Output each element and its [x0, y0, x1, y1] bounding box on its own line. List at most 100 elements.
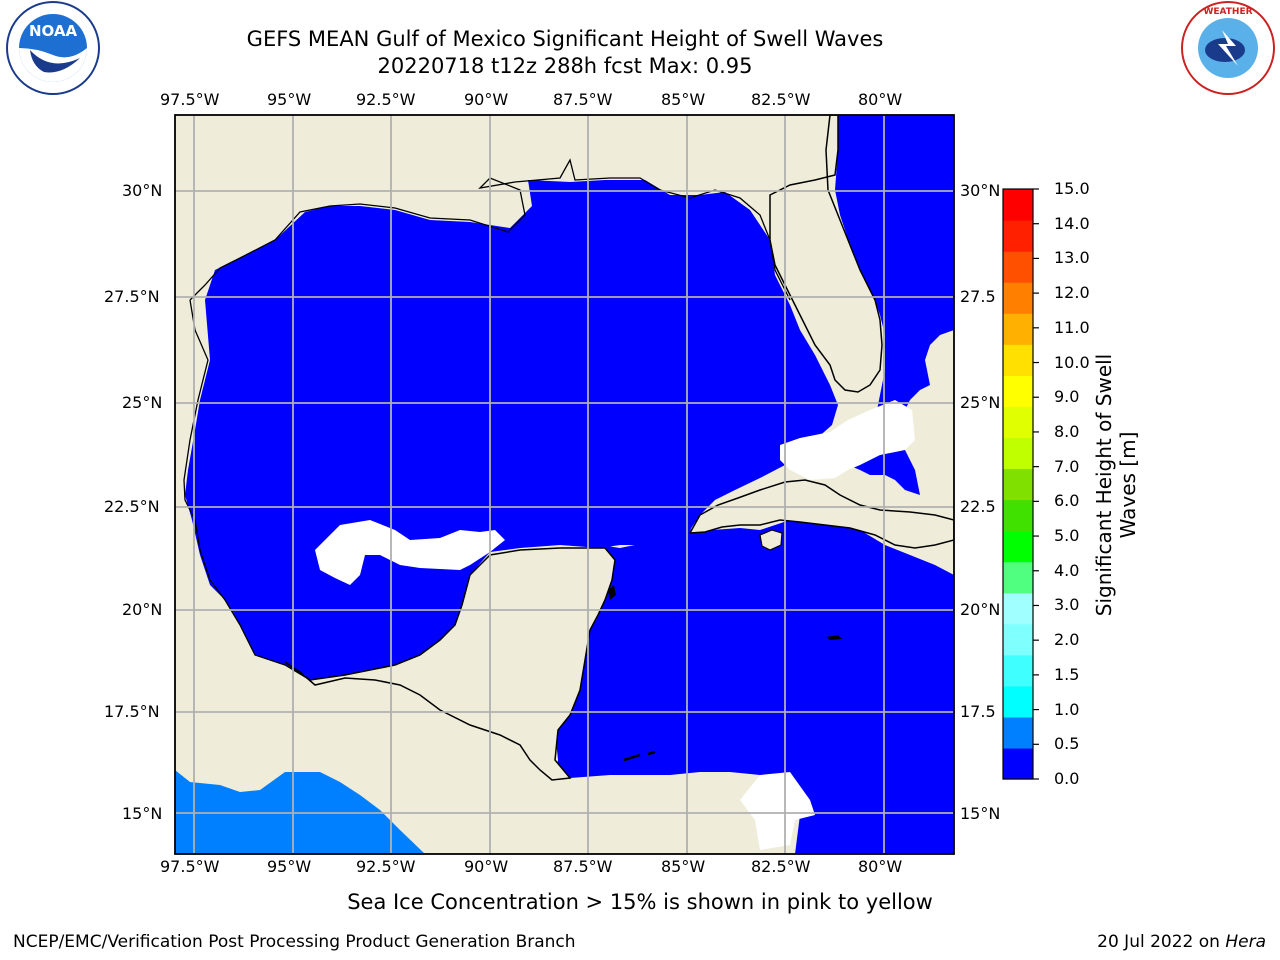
lat-label-left: 15°N	[122, 804, 163, 823]
cuba-landmass	[688, 479, 954, 549]
caribbean-wave-field	[555, 520, 954, 854]
colorbar-tick-label: 9.0	[1054, 387, 1080, 407]
credit-line: NCEP/EMC/Verification Post Processing Pr…	[13, 932, 576, 952]
colorbar-tick-label: 12.0	[1054, 283, 1090, 303]
colorbar-segment	[1003, 468, 1033, 501]
lon-label-bottom: 90°W	[464, 857, 509, 876]
lon-label-top: 82.5°W	[751, 90, 811, 109]
colorbar-segment	[1003, 189, 1033, 221]
lat-label-left: 25°N	[122, 393, 163, 412]
colorbar-segment	[1003, 623, 1033, 656]
honduras-coast-gap	[740, 772, 815, 850]
lat-label-left: 27.5°N	[104, 287, 160, 306]
lat-label-right: 20°N	[960, 600, 1001, 619]
colorbar-tick-label: 6.0	[1054, 491, 1080, 511]
lon-label-top: 95°W	[267, 90, 312, 109]
lat-label-right: 15°N	[960, 804, 1001, 823]
lon-label-bottom: 92.5°W	[356, 857, 416, 876]
colorbar-tick-label: 1.0	[1054, 699, 1080, 719]
colorbar-segment	[1003, 344, 1033, 376]
colorbar-tick-label: 8.0	[1054, 421, 1080, 441]
svg-text:WEATHER: WEATHER	[1203, 7, 1252, 17]
lat-label-right: 25°N	[960, 393, 1001, 412]
lon-label-bottom: 87.5°W	[553, 857, 613, 876]
colorbar-tick-label: 14.0	[1054, 213, 1090, 233]
lat-label-left: 17.5°N	[104, 702, 160, 721]
lat-label-right: 30°N	[960, 181, 1001, 200]
svg-text:NOAA: NOAA	[29, 22, 78, 40]
lon-label-bottom: 80°W	[858, 857, 903, 876]
colorbar	[1003, 188, 1039, 780]
colorbar-tick-label: 4.0	[1054, 560, 1080, 580]
colorbar-tick-label: 13.0	[1054, 248, 1090, 268]
lat-label-left: 22.5°N	[104, 497, 160, 516]
lon-label-top: 87.5°W	[553, 90, 613, 109]
bay-islands	[623, 750, 656, 762]
colorbar-segment	[1003, 654, 1033, 687]
colorbar-segment	[1003, 375, 1033, 407]
gulf-west-coastline	[183, 299, 311, 681]
lat-label-right: 27.5	[960, 287, 996, 306]
colorbar-segment	[1003, 499, 1033, 532]
graticule	[175, 115, 954, 854]
colorbar-segment	[1003, 747, 1033, 780]
lon-label-bottom: 85°W	[661, 857, 706, 876]
sea-ice-note: Sea Ice Concentration > 15% is shown in …	[347, 890, 933, 914]
lat-label-left: 20°N	[122, 600, 163, 619]
colorbar-tick-label: 3.0	[1054, 595, 1080, 615]
colorbar-tick-label: 15.0	[1054, 179, 1090, 198]
pacific-wave-field	[175, 770, 425, 854]
colorbar-segment	[1003, 282, 1033, 314]
florida-straits-gap	[780, 400, 915, 480]
colorbar-segment	[1003, 313, 1033, 345]
cayman-island	[826, 635, 842, 640]
colorbar-segment	[1003, 251, 1033, 283]
lat-label-right: 22.5	[960, 497, 996, 516]
colorbar-tick-label: 0.5	[1054, 734, 1080, 754]
colorbar-tick-label: 0.0	[1054, 769, 1080, 788]
date-text: 20 Jul 2022 on	[1097, 932, 1226, 952]
colorbar-tick-label: 10.0	[1054, 352, 1090, 372]
lat-label-right: 17.5	[960, 702, 996, 721]
cozumel-island	[608, 585, 616, 600]
lon-label-bottom: 97.5°W	[160, 857, 220, 876]
colorbar-title: Significant Height of Swell Waves [m]	[1092, 354, 1140, 616]
atlantic-wave-field	[835, 115, 954, 495]
colorbar-segment	[1003, 530, 1033, 563]
florida-peninsula	[769, 115, 883, 393]
colorbar-segment	[1003, 406, 1033, 439]
colorbar-segment	[1003, 220, 1033, 252]
colorbar-segment	[1003, 685, 1033, 718]
colorbar-tick-label: 2.0	[1054, 630, 1080, 650]
bay-of-campeche-gap	[315, 520, 505, 585]
colorbar-segment	[1003, 561, 1033, 594]
lon-label-top: 80°W	[858, 90, 903, 109]
lon-label-top: 97.5°W	[160, 90, 220, 109]
noaa-logo: NOAA	[6, 1, 100, 95]
jamaica-landmass	[759, 529, 783, 551]
nws-logo: WEATHER	[1181, 1, 1275, 95]
lon-label-bottom: 82.5°W	[751, 857, 811, 876]
colorbar-tick-label: 11.0	[1054, 317, 1090, 337]
yucatan-peninsula	[284, 547, 616, 781]
colorbar-tick-label: 1.5	[1054, 664, 1080, 684]
chart-title: GEFS MEAN Gulf of Mexico Significant Hei…	[246, 27, 884, 51]
map-panel	[175, 115, 954, 854]
colorbar-tick-label: 7.0	[1054, 456, 1080, 476]
colorbar-title-line1: Significant Height of Swell	[1092, 353, 1116, 617]
lon-label-bottom: 95°W	[267, 857, 312, 876]
colorbar-segment	[1003, 716, 1033, 749]
colorbar-segment	[1003, 437, 1033, 470]
lat-label-left: 30°N	[122, 181, 163, 200]
chart-subtitle-forecast: 20220718 t12z 288h fcst Max: 0.95	[377, 54, 753, 78]
colorbar-tick-label: 5.0	[1054, 526, 1080, 546]
machine-name: Hera	[1225, 932, 1266, 952]
colorbar-title-line2: Waves [m]	[1116, 431, 1140, 539]
map-frame	[174, 114, 955, 855]
date-line: 20 Jul 2022 on Hera	[1097, 932, 1266, 952]
lon-label-top: 85°W	[661, 90, 706, 109]
lon-label-top: 90°W	[464, 90, 509, 109]
colorbar-frame	[1002, 188, 1034, 780]
colorbar-segment	[1003, 592, 1033, 625]
